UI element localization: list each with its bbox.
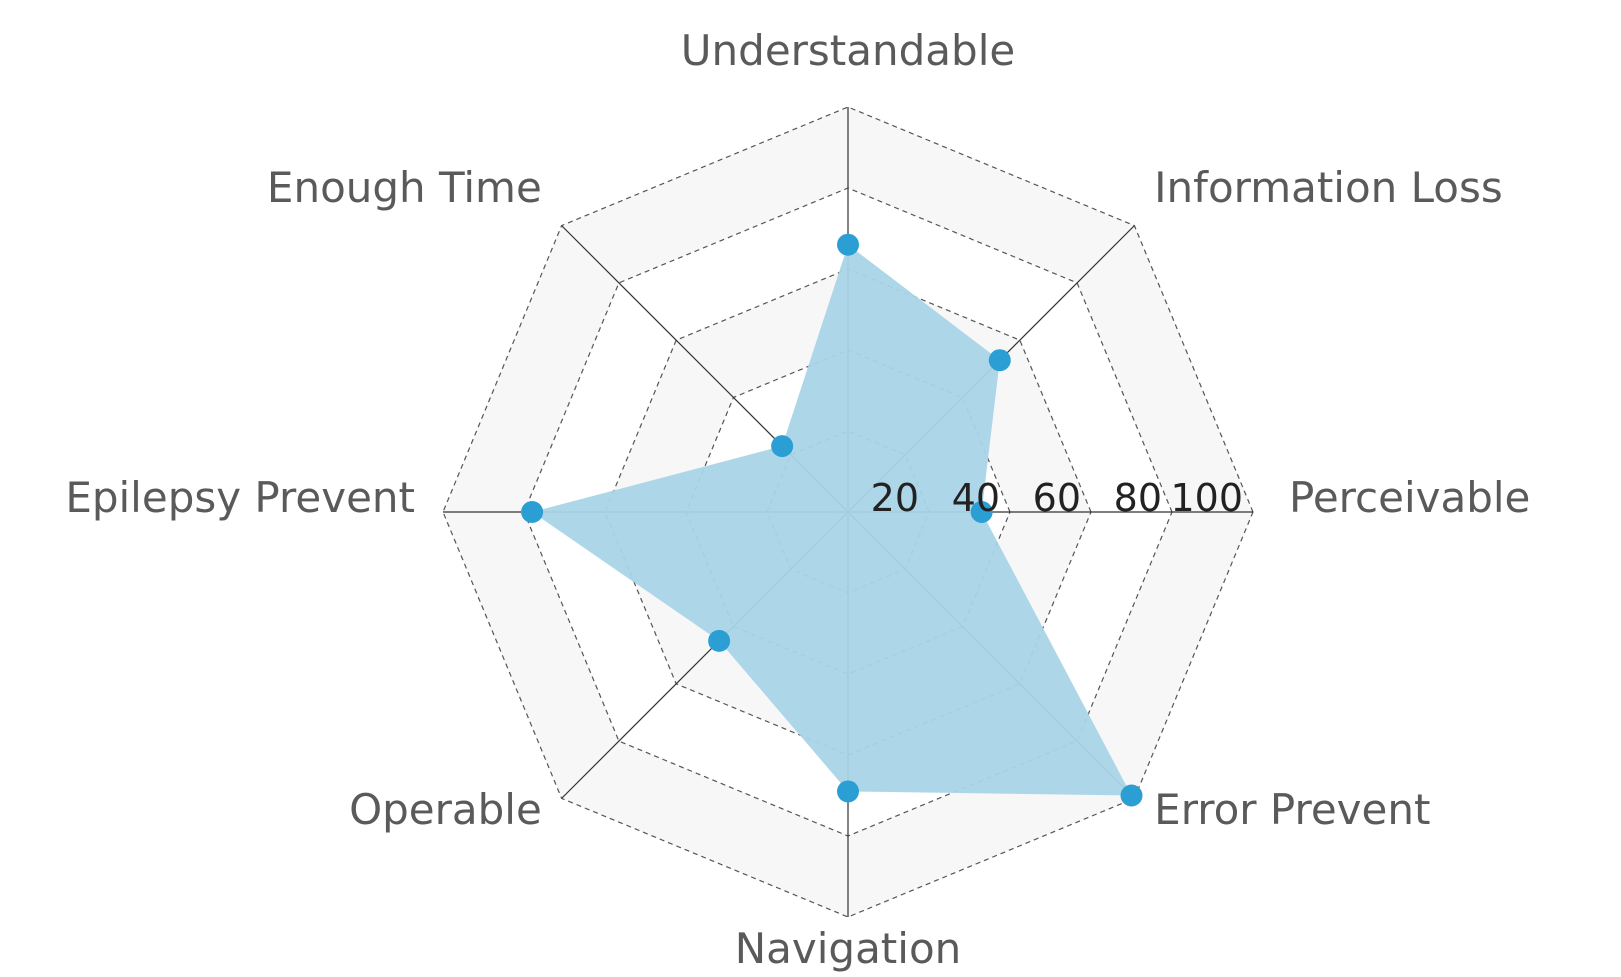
tick-labels: 20 40 60 80 100 bbox=[871, 476, 1243, 520]
axis-label-operable: Operable bbox=[349, 785, 542, 834]
axis-label-perceivable: Perceivable bbox=[1289, 473, 1530, 522]
tick-label-20: 20 bbox=[871, 476, 919, 520]
data-point-navigation bbox=[837, 780, 859, 803]
tick-label-80: 80 bbox=[1114, 476, 1162, 520]
series-points bbox=[521, 233, 1143, 807]
series-area bbox=[532, 244, 1132, 796]
axis-label-error-prevent: Error Prevent bbox=[1154, 785, 1430, 834]
data-point-understandable bbox=[837, 233, 859, 256]
data-point-operable bbox=[708, 629, 731, 652]
axis-label-navigation: Navigation bbox=[735, 924, 962, 973]
data-point-perceivable bbox=[970, 501, 993, 523]
axis-label-information-loss: Information Loss bbox=[1154, 163, 1503, 212]
axis-labels: Perceivable Information Loss Understandabl… bbox=[65, 26, 1530, 973]
grid-ring-3 bbox=[604, 268, 1092, 756]
tick-label-100: 100 bbox=[1170, 476, 1243, 520]
data-point-error-prevent bbox=[1120, 784, 1143, 807]
series-area-polygon bbox=[532, 244, 1132, 796]
axis-label-enough-time: Enough Time bbox=[267, 163, 542, 212]
tick-label-60: 60 bbox=[1033, 476, 1081, 520]
tick-label-40: 40 bbox=[952, 476, 1000, 520]
data-point-epilepsy-prevent bbox=[521, 501, 544, 523]
data-point-information-loss bbox=[988, 349, 1011, 372]
axis-label-epilepsy-prevent: Epilepsy Prevent bbox=[65, 473, 415, 522]
data-point-enough-time bbox=[771, 435, 794, 458]
axis-label-understandable: Understandable bbox=[681, 26, 1015, 75]
